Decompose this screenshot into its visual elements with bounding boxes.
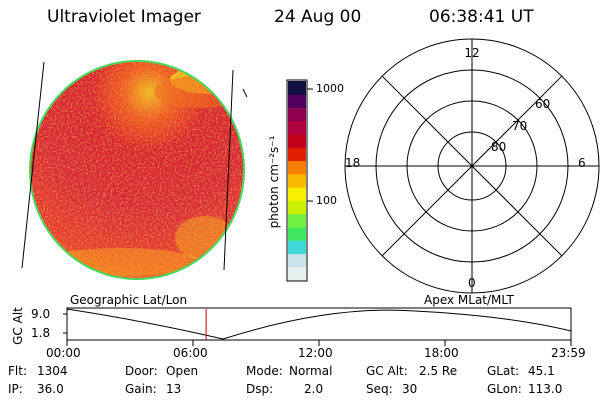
time-tick-0600: 06:00 — [173, 346, 208, 360]
gc-alt-label: GC Alt: — [366, 364, 408, 378]
instrument-title: Ultraviolet Imager — [47, 7, 201, 27]
disk-grid-line-left — [21, 61, 45, 269]
seq-value: 30 — [402, 382, 418, 396]
date-label: 24 Aug 00 — [274, 7, 362, 27]
flight-value: 1304 — [37, 364, 68, 378]
dsp-label: Dsp: — [246, 382, 274, 396]
colorbar-segment — [288, 226, 306, 241]
seq-label: Seq: — [366, 382, 393, 396]
flight-label: Flt: — [8, 364, 27, 378]
mlt-label-12: 12 — [464, 46, 480, 60]
altitude-axis-label: GC Alt — [11, 307, 25, 345]
colorbar-tick-1000: 1000 — [316, 82, 344, 95]
geographic-caption: Geographic Lat/Lon — [70, 293, 188, 307]
apex-caption: Apex MLat/MLT — [424, 293, 514, 307]
polar-plot — [344, 38, 600, 294]
time-tick-1800: 18:00 — [424, 346, 459, 360]
time-tick-1200: 12:00 — [298, 346, 333, 360]
mlt-label-0: 0 — [468, 276, 476, 290]
colorbar-segment — [288, 266, 306, 281]
door-label: Door: — [125, 364, 158, 378]
mode-label: Mode: — [246, 364, 283, 378]
altitude-plot — [63, 307, 572, 346]
colorbar-segment — [288, 213, 306, 228]
time-tick-2359: 23:59 — [551, 346, 586, 360]
gc-alt-value: 2.5 Re — [419, 364, 458, 378]
colorbar-segment — [288, 253, 306, 268]
glon-value: 113.0 — [528, 382, 563, 396]
glat-label: GLat: — [487, 364, 520, 378]
glat-value: 45.1 — [528, 364, 555, 378]
gain-label: Gain: — [125, 382, 157, 396]
colorbar — [286, 79, 313, 282]
mlt-label-18: 18 — [345, 156, 361, 170]
glon-label: GLon: — [487, 382, 522, 396]
altitude-tick-1.8: 1.8 — [31, 326, 51, 340]
time-tick-0000: 00:00 — [46, 346, 81, 360]
gain-value: 13 — [166, 382, 182, 396]
lat-label-60: 60 — [535, 97, 551, 111]
colorbar-tick-100: 100 — [316, 194, 337, 207]
disk-grid-line-right — [223, 69, 234, 271]
altitude-tick-9: 9.0 — [31, 307, 51, 321]
ip-label: IP: — [8, 382, 23, 396]
colorbar-segment — [288, 160, 306, 175]
door-value: Open — [166, 364, 199, 378]
time-label: 06:38:41 UT — [429, 7, 534, 27]
mode-value: Normal — [289, 364, 333, 378]
lat-label-80: 80 — [491, 140, 507, 154]
mlt-label-6: 6 — [578, 156, 586, 170]
altitude-curve — [66, 308, 572, 340]
colorbar-segment — [288, 94, 306, 109]
uv-image-disk — [29, 60, 245, 280]
colorbar-segment — [288, 134, 306, 148]
colorbar-segment — [288, 147, 306, 162]
colorbar-unit-label: photon cm⁻²s⁻¹ — [267, 135, 281, 229]
colorbar-segment — [288, 120, 306, 135]
colorbar-segment — [288, 173, 306, 188]
colorbar-segment — [288, 81, 306, 95]
colorbar-segment — [288, 187, 306, 201]
dsp-value: 2.0 — [304, 382, 324, 396]
altitude-plot-frame — [66, 307, 572, 341]
colorbar-segment — [288, 107, 306, 122]
disk-grid-tick — [242, 88, 248, 98]
lat-label-70: 70 — [512, 119, 528, 133]
ip-value: 36.0 — [37, 382, 64, 396]
colorbar-segment — [288, 240, 306, 254]
colorbar-segment — [288, 200, 306, 215]
